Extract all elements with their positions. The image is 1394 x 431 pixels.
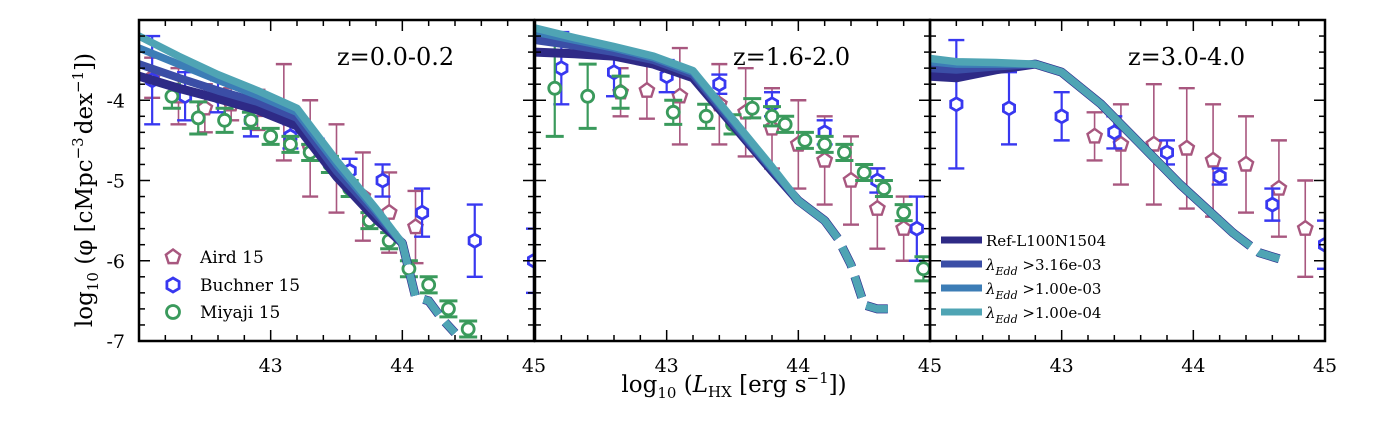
legend-label-miyaji: Miyaji 15 [200,303,280,323]
obs-miyaji [545,38,930,283]
legend-item-ref: Ref-L100N1504 [941,232,1106,250]
marker-buchner [554,60,569,77]
legend-label-edd-100e-4: λEdd >1.00e-04 [985,304,1101,326]
marker-aird [1237,155,1255,172]
marker-aird [1204,151,1222,168]
marker-aird [406,218,425,235]
legend-item-edd-100e-3: λEdd >1.00e-03 [941,280,1101,302]
marker-miyaji [263,128,279,144]
panels: 43 44 45-4-5-6-7z=0.0-0.243 44 45z=1.6-2.043… [106,18,1337,377]
panel-2: 43 44 45 z=1.6-2.0 [533,18,942,377]
legend-item-edd-316e-3: λEdd >3.16e-03 [941,256,1101,278]
marker-miyaji [580,88,596,104]
marker-miyaji [876,181,892,196]
marker-buchner [1212,168,1227,185]
marker-miyaji [698,108,714,124]
marker-miyaji [817,136,833,152]
marker-aird [868,199,886,216]
x-tick-label: 45 [522,355,546,377]
marker-buchner [375,172,390,189]
marker-buchner [1265,196,1280,213]
series-line-dashed-4 [1230,229,1287,265]
x-tick-label: 44 [786,355,810,377]
marker-miyaji [441,301,456,317]
marker-aird [1178,139,1196,156]
marker-miyaji [460,321,476,337]
panel-title: z=1.6-2.0 [733,43,850,71]
legend-simulations: Ref-L100N1504 λEdd >3.16e-03 λEdd >1.00e… [941,232,1106,326]
marker-aird [638,81,656,98]
panel-title: z=0.0-0.2 [337,43,454,71]
legend-observations: Aird 15 Buchner 15 Miyaji 15 [164,247,300,323]
panel-plot-area [930,38,1325,278]
marker-buchner [949,96,964,113]
legend-marker-buchner [165,276,181,294]
marker-miyaji [613,84,628,100]
series-line-4 [535,24,829,225]
series-line-4 [930,54,1237,237]
panel-3: 43 44 45 z=3.0-4.0 [928,18,1337,377]
marker-buchner [1002,100,1016,117]
legend-item-aird: Aird 15 [164,247,264,268]
x-tick-label: 43 [1050,355,1074,377]
panel-plot-area [535,24,930,314]
marker-buchner [1054,108,1069,125]
panel-1: 43 44 45 -4 -5 -6 -7 z=0.0-0.2 [106,18,546,377]
y-axis-label: log10 (φ [cMpc−3dex−1]) [69,53,102,327]
marker-miyaji [744,100,760,116]
panel-title: z=3.0-4.0 [1128,43,1245,71]
legend-marker-miyaji [165,304,181,320]
series-line-dashed-4 [398,242,458,336]
marker-buchner [909,220,924,237]
x-axis-label: log10 (LHX [erg s−1]) [621,369,846,402]
legend-label-buchner: Buchner 15 [200,276,300,296]
marker-miyaji [547,80,563,96]
marker-aird [895,219,913,236]
y-tick-label: -7 [106,331,125,353]
series-line-dashed-4 [821,218,891,313]
marker-aird [816,151,834,168]
marker-miyaji [243,112,259,128]
marker-miyaji [837,145,852,160]
x-tick-label: 44 [390,355,414,377]
marker-miyaji [797,132,813,148]
x-tick-label: 43 [655,355,679,377]
marker-miyaji [665,104,681,120]
marker-buchner [1160,144,1174,161]
x-tick-label: 44 [1181,355,1205,377]
marker-buchner [415,204,430,221]
legend-item-miyaji: Miyaji 15 [165,303,280,323]
marker-aird [842,171,860,188]
legend-label-aird: Aird 15 [199,248,264,268]
marker-aird [1086,127,1104,144]
legend-label-edd-316e-3: λEdd >3.16e-03 [985,256,1101,278]
y-tick-label: -6 [106,251,125,273]
obs-aird [1086,82,1314,278]
marker-miyaji [190,110,206,126]
marker-miyaji [916,261,930,277]
legend-item-buchner: Buchner 15 [165,276,300,296]
marker-miyaji [283,136,298,152]
marker-miyaji [896,205,912,221]
y-tick-label: -4 [106,90,125,112]
x-tick-label: 45 [918,355,942,377]
marker-buchner [712,76,727,93]
marker-buchner [467,232,482,249]
x-tick-label: 45 [1313,355,1337,377]
legend-label-edd-100e-3: λEdd >1.00e-03 [985,280,1101,302]
marker-miyaji [856,165,872,180]
legend-marker-aird [164,247,182,265]
x-tick-label: 43 [259,355,283,377]
marker-miyaji [217,112,232,128]
marker-miyaji [777,116,793,132]
y-tick-label: -5 [106,171,125,193]
marker-aird [1296,219,1314,236]
legend-label-ref: Ref-L100N1504 [986,232,1106,250]
legend-item-edd-100e-4: λEdd >1.00e-04 [941,304,1101,326]
marker-miyaji [421,277,437,293]
series-line-4 [139,32,407,247]
